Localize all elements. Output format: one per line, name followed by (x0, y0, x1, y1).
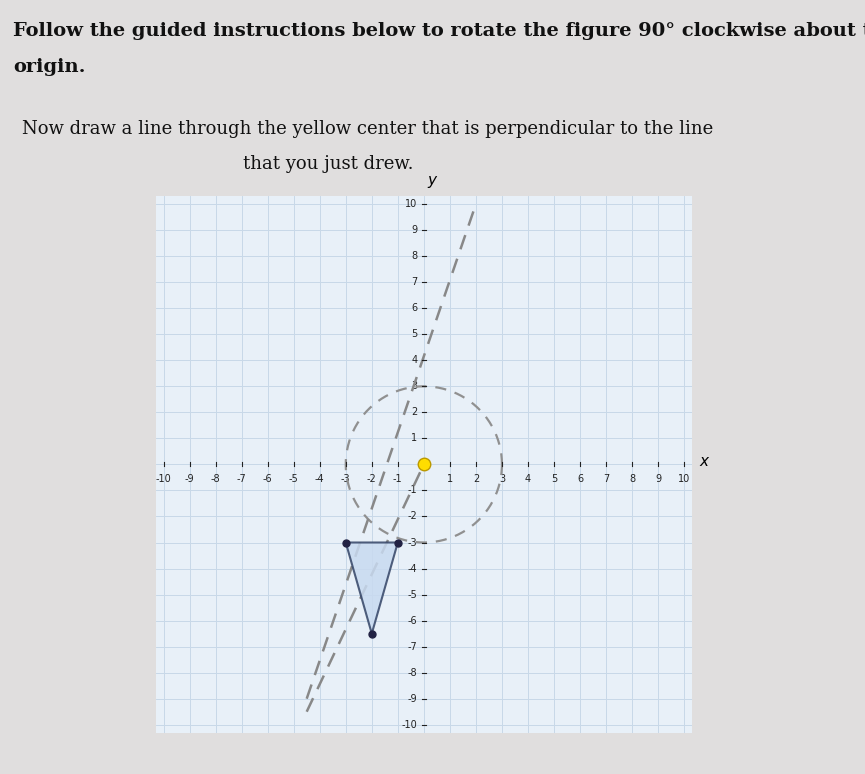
Text: -7: -7 (237, 474, 247, 484)
Text: 5: 5 (551, 474, 557, 484)
Text: -10: -10 (401, 720, 417, 730)
Text: y: y (428, 173, 437, 188)
Text: 10: 10 (405, 199, 417, 209)
Text: 2: 2 (411, 407, 417, 417)
Text: -1: -1 (393, 474, 402, 484)
Text: 4: 4 (525, 474, 531, 484)
Text: -4: -4 (407, 563, 417, 574)
Text: -2: -2 (367, 474, 376, 484)
Text: -7: -7 (407, 642, 417, 652)
Text: -1: -1 (407, 485, 417, 495)
Text: 8: 8 (629, 474, 635, 484)
Text: -3: -3 (341, 474, 350, 484)
Text: Follow the guided instructions below to rotate the figure 90° clockwise about t: Follow the guided instructions below to … (13, 22, 865, 39)
Text: 1: 1 (447, 474, 453, 484)
Text: -8: -8 (407, 668, 417, 678)
Text: 6: 6 (577, 474, 583, 484)
Text: 5: 5 (411, 329, 417, 339)
Text: -2: -2 (407, 512, 417, 522)
Text: 6: 6 (411, 303, 417, 313)
Text: -9: -9 (185, 474, 195, 484)
Text: -4: -4 (315, 474, 324, 484)
Text: -5: -5 (407, 590, 417, 600)
Text: 7: 7 (411, 277, 417, 287)
Text: 4: 4 (411, 355, 417, 365)
Text: -6: -6 (263, 474, 272, 484)
Text: -10: -10 (156, 474, 171, 484)
Text: 7: 7 (603, 474, 609, 484)
Text: 10: 10 (678, 474, 690, 484)
Text: 3: 3 (411, 382, 417, 392)
Text: 8: 8 (411, 251, 417, 261)
Text: 9: 9 (655, 474, 661, 484)
Text: -9: -9 (407, 694, 417, 704)
Text: 1: 1 (411, 433, 417, 444)
Text: that you just drew.: that you just drew. (243, 155, 414, 173)
Text: -8: -8 (211, 474, 221, 484)
Text: x: x (700, 454, 708, 469)
Text: 3: 3 (499, 474, 505, 484)
Text: -5: -5 (289, 474, 298, 484)
Text: 9: 9 (411, 225, 417, 235)
Text: Now draw a line through the yellow center that is perpendicular to the line: Now draw a line through the yellow cente… (22, 120, 713, 138)
Text: -6: -6 (407, 615, 417, 625)
Polygon shape (346, 543, 398, 634)
Text: origin.: origin. (13, 58, 86, 76)
Text: -3: -3 (407, 537, 417, 547)
Text: 2: 2 (473, 474, 479, 484)
